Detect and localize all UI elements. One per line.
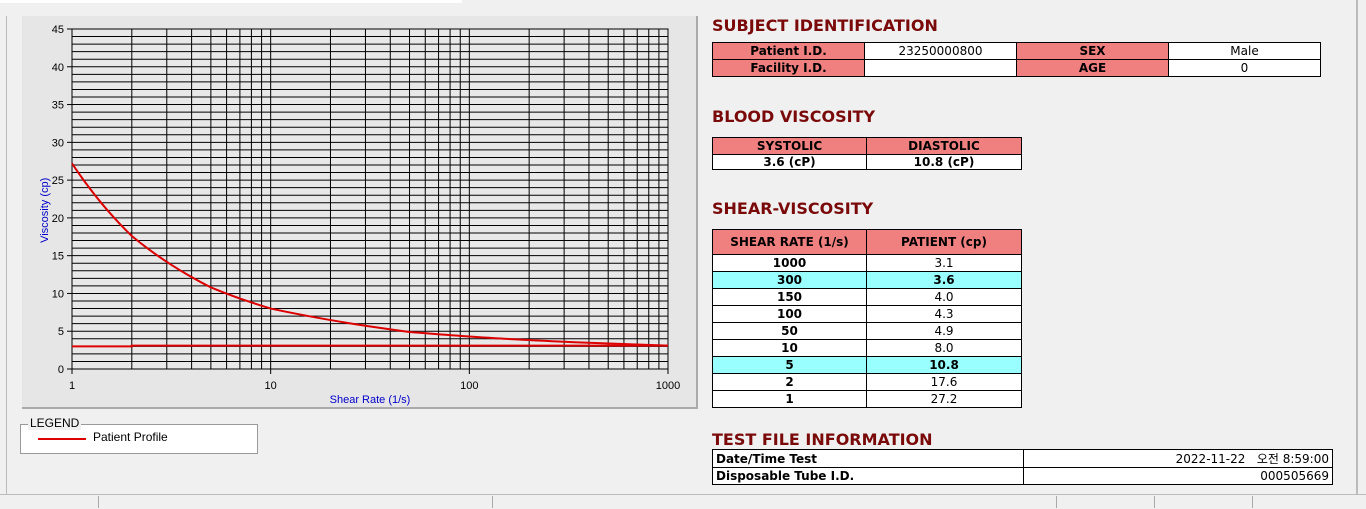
- shear-rate-cell: 10: [712, 339, 867, 357]
- patient-id-label: Patient I.D.: [712, 42, 865, 60]
- shear-rate-cell: 5: [712, 356, 867, 374]
- series-line-1: [72, 344, 668, 348]
- status-divider: [1154, 496, 1155, 508]
- patient-cell: 27.2: [866, 390, 1022, 408]
- y-axis-label: Viscosity (cp): [39, 178, 51, 243]
- diastolic-value: 10.8 (cP): [866, 154, 1022, 170]
- age-value: 0: [1168, 59, 1321, 77]
- patient-cell: 10.8: [866, 356, 1022, 374]
- systolic-label: SYSTOLIC: [712, 137, 867, 155]
- x-tick-label: 1000: [656, 380, 680, 392]
- sex-label: SEX: [1016, 42, 1169, 60]
- blood-table: SYSTOLIC DIASTOLIC 3.6 (cP) 10.8 (cP): [712, 137, 1022, 170]
- y-tick-label: 25: [52, 175, 64, 187]
- table-row: 50 4.9: [712, 322, 1022, 340]
- table-row: 1 27.2: [712, 390, 1022, 408]
- plot-area: [71, 28, 669, 370]
- shear-col1: SHEAR RATE (1/s): [712, 229, 867, 255]
- y-tick-label: 30: [52, 137, 64, 149]
- x-tick-label: 1: [69, 380, 75, 392]
- y-tick-label: 15: [52, 251, 64, 263]
- x-tick-label: 10: [265, 380, 277, 392]
- patient-id-value: 23250000800: [864, 42, 1017, 60]
- status-divider: [1056, 496, 1057, 508]
- shear-table: SHEAR RATE (1/s) PATIENT (cp) 1000 3.1 300 3…: [712, 229, 1022, 408]
- facility-value: [864, 59, 1017, 77]
- patient-cell: 3.1: [866, 254, 1022, 272]
- table-row: 1000 3.1: [712, 254, 1022, 272]
- y-tick-label: 0: [58, 364, 64, 376]
- series-line-0: [71, 162, 669, 347]
- age-label: AGE: [1016, 59, 1169, 77]
- shear-col2: PATIENT (cp): [866, 229, 1022, 255]
- y-tick-label: 45: [52, 24, 64, 36]
- date-value: 2022-11-22 오전 8:59:00: [1023, 449, 1333, 468]
- blood-title: BLOOD VISCOSITY: [712, 107, 876, 126]
- table-row: 300 3.6: [712, 271, 1022, 289]
- scrollbar[interactable]: [1356, 0, 1366, 494]
- left-border: [0, 16, 7, 494]
- shear-rate-cell: 1: [712, 390, 867, 408]
- date-label: Date/Time Test: [712, 449, 1024, 468]
- viscosity-chart: 0 5 10 15 20 25 30 35 40 45 1 10 100 1000 Shear Rate (…: [39, 24, 680, 406]
- subject-table: Patient I.D. 23250000800 SEX Male Facility …: [712, 42, 1321, 77]
- testfile-title: TEST FILE INFORMATION: [712, 430, 933, 449]
- y-tick-label: 5: [58, 326, 64, 338]
- patient-cell: 4.0: [866, 288, 1022, 306]
- shear-rate-cell: 1000: [712, 254, 867, 272]
- shear-rate-cell: 150: [712, 288, 867, 306]
- y-tick-label: 10: [52, 288, 64, 300]
- tube-label: Disposable Tube I.D.: [712, 467, 1024, 485]
- x-axis-label: Shear Rate (1/s): [330, 394, 411, 406]
- facility-label: Facility I.D.: [712, 59, 865, 77]
- tube-value: 000505669: [1023, 467, 1333, 485]
- status-bar: [0, 494, 1366, 509]
- patient-cell: 3.6: [866, 271, 1022, 289]
- patient-cell: 4.9: [866, 322, 1022, 340]
- status-divider: [492, 496, 493, 508]
- y-tick-label: 20: [52, 213, 64, 225]
- sex-value: Male: [1168, 42, 1321, 60]
- systolic-value: 3.6 (cP): [712, 154, 867, 170]
- x-tick-label: 100: [460, 380, 478, 392]
- table-row: 2 17.6: [712, 373, 1022, 391]
- shear-rate-cell: 300: [712, 271, 867, 289]
- legend-swatch: [38, 438, 86, 440]
- patient-cell: 17.6: [866, 373, 1022, 391]
- testfile-table: Date/Time Test 2022-11-22 오전 8:59:00 Disp…: [712, 449, 1333, 485]
- status-divider: [98, 496, 99, 508]
- subject-title: SUBJECT IDENTIFICATION: [712, 16, 938, 35]
- shear-rate-cell: 2: [712, 373, 867, 391]
- table-row: 100 4.3: [712, 305, 1022, 323]
- legend-title: LEGEND: [28, 416, 82, 430]
- top-strip: [0, 0, 462, 3]
- shear-title: SHEAR-VISCOSITY: [712, 199, 874, 218]
- table-row: 150 4.0: [712, 288, 1022, 306]
- shear-rate-cell: 100: [712, 305, 867, 323]
- shear-rate-cell: 50: [712, 322, 867, 340]
- diastolic-label: DIASTOLIC: [866, 137, 1022, 155]
- patient-cell: 4.3: [866, 305, 1022, 323]
- table-row: 5 10.8: [712, 356, 1022, 374]
- status-divider: [1252, 496, 1253, 508]
- table-row: 10 8.0: [712, 339, 1022, 357]
- patient-cell: 8.0: [866, 339, 1022, 357]
- legend-entry: Patient Profile: [93, 430, 168, 444]
- y-tick-label: 35: [52, 100, 64, 112]
- y-tick-label: 40: [52, 62, 64, 74]
